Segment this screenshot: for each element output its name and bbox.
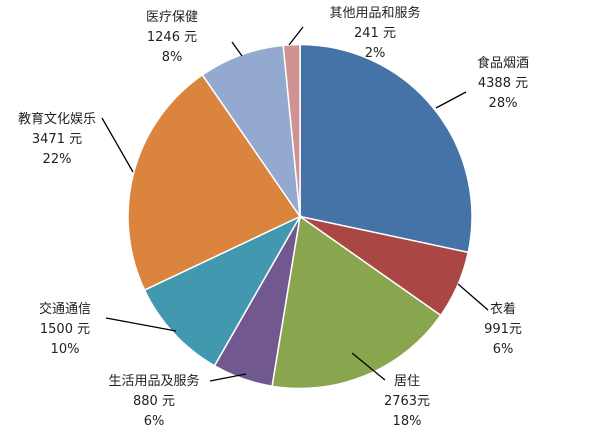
data-label-percent: 28%: [489, 96, 518, 111]
data-label-percent: 6%: [144, 414, 165, 429]
data-label-name: 食品烟酒: [477, 55, 529, 71]
data-label-percent: 2%: [365, 46, 386, 61]
pie-slice: [143, 214, 302, 367]
data-label-percent: 18%: [393, 414, 422, 429]
data-label-name: 衣着: [490, 301, 516, 317]
data-label-name: 交通通信: [39, 301, 91, 317]
data-label-percent: 10%: [51, 342, 80, 357]
pie-slice: [271, 215, 442, 390]
data-label-value: 241 元: [354, 26, 396, 41]
leader-line: [457, 283, 489, 311]
data-label-value: 880 元: [133, 394, 175, 409]
data-label-percent: 6%: [493, 342, 514, 357]
data-label-value: 991元: [484, 322, 522, 337]
data-label-percent: 22%: [43, 152, 72, 167]
data-label-name: 教育文化娱乐: [18, 111, 96, 127]
pie-slice: [127, 73, 302, 292]
data-label-percent: 8%: [162, 50, 183, 65]
leader-line: [435, 91, 467, 109]
leader-line: [209, 373, 247, 382]
data-label-value: 1246 元: [147, 30, 197, 45]
data-label-value: 4388 元: [478, 76, 528, 91]
leader-line: [105, 317, 177, 332]
data-label-name: 其他用品和服务: [329, 5, 420, 21]
leader-line: [351, 352, 386, 381]
data-label-value: 2763元: [384, 394, 430, 409]
data-label-name: 居住: [394, 374, 420, 389]
leader-line: [101, 117, 134, 173]
data-label-name: 医疗保健: [146, 10, 198, 25]
leader-line: [231, 41, 243, 57]
leader-line: [288, 26, 304, 46]
data-label-value: 3471 元: [32, 132, 82, 147]
data-label-name: 生活用品及服务: [108, 373, 199, 389]
pie-slice: [299, 43, 473, 254]
pie-slice: [282, 43, 301, 217]
data-label-value: 1500 元: [40, 322, 90, 337]
